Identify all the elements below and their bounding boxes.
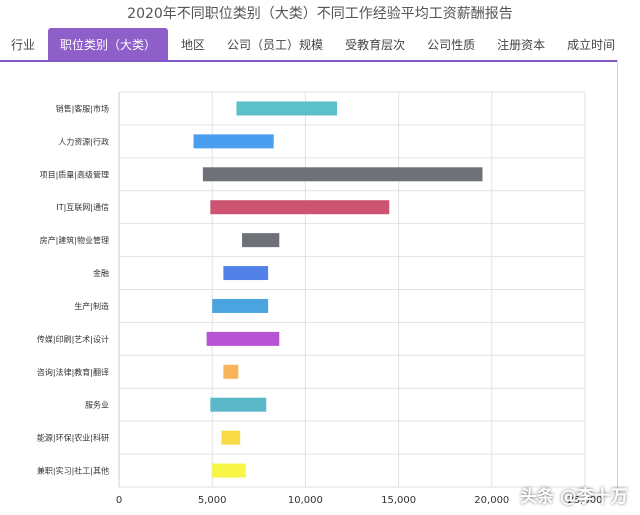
watermark: 头条 @李十万 [520,487,628,507]
tab-company-type[interactable]: 公司性质 [427,37,476,52]
category-label: 兼职|实习|社工|其他 [37,466,109,476]
tab-job-category[interactable]: 职位类别（大类） [48,28,169,60]
x-tick-label: 20,000 [474,495,509,506]
tab-region[interactable]: 地区 [181,37,206,52]
report-title: 2020年不同职位类别（大类）不同工作经验平均工资薪酬报告 [127,6,513,22]
range-bar [212,463,246,478]
category-label: 金融 [93,268,109,278]
category-label: 能源|环保|农业|科研 [37,433,109,443]
category-label: 生产|制造 [74,301,109,311]
range-bar [223,266,269,281]
range-bar [223,364,239,379]
salary-range-chart: 0 5,000 10,000 15,000 20,000 25,000 销售|客服|市场人力… [37,91,603,506]
category-tabs: 行业 职位类别（大类） 地区 公司（员工）规模 受教育层次 公司性质 注册资本 … [0,28,617,62]
tab-company-size[interactable]: 公司（员工）规模 [227,37,324,52]
range-bar [210,397,267,412]
category-label: 服务业 [85,400,109,410]
range-bar [210,200,390,215]
x-tick-label: 25,000 [568,495,603,506]
tab-industry[interactable]: 行业 [11,37,36,52]
x-tick-label: 0 [116,495,122,506]
range-bar [212,298,269,313]
range-bar [236,101,338,116]
range-bar [221,430,241,445]
tab-education[interactable]: 受教育层次 [345,37,406,52]
x-tick-label: 15,000 [381,495,416,506]
range-bar [202,167,483,182]
tab-founded-time[interactable]: 成立时间 [567,37,616,52]
category-label: 咨询|法律|教育|翻译 [37,367,109,377]
category-label: IT|互联网|通信 [56,202,109,212]
category-label: 项目|质量|高级管理 [40,169,109,179]
category-label: 房产|建筑|物业管理 [40,235,109,245]
category-label: 销售|客服|市场 [56,103,109,113]
tab-registered-capital[interactable]: 注册资本 [497,37,546,52]
range-bar [206,331,280,346]
panel-border [617,60,618,500]
range-bar [242,233,280,248]
x-tick-label: 5,000 [198,495,227,506]
category-label: 传媒|印刷|艺术|设计 [37,334,109,344]
x-tick-label: 10,000 [288,495,323,506]
category-label: 人力资源|行政 [58,136,109,146]
range-bar [193,134,274,149]
